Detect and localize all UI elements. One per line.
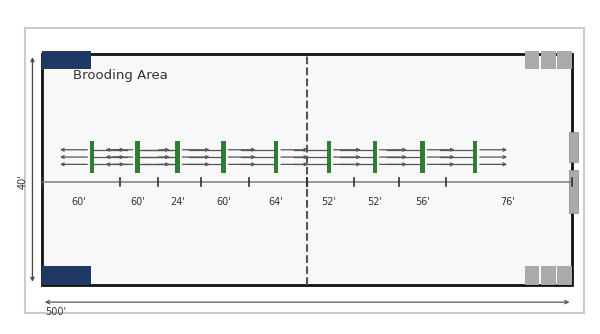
Bar bbox=[569, 132, 578, 162]
Bar bbox=[473, 141, 477, 173]
Text: 52': 52' bbox=[367, 197, 382, 207]
Bar bbox=[421, 141, 425, 173]
Bar bbox=[541, 267, 556, 285]
Bar bbox=[373, 141, 377, 173]
Bar bbox=[557, 51, 572, 69]
Bar bbox=[326, 141, 331, 173]
Bar bbox=[175, 141, 179, 173]
Bar bbox=[42, 51, 91, 69]
Bar bbox=[524, 51, 539, 69]
Text: 40': 40' bbox=[18, 175, 28, 189]
Bar bbox=[136, 141, 140, 173]
Text: 56': 56' bbox=[415, 197, 430, 207]
Bar bbox=[221, 141, 226, 173]
Text: 24': 24' bbox=[170, 197, 185, 207]
Bar bbox=[25, 28, 584, 313]
Bar bbox=[524, 267, 539, 285]
Bar bbox=[541, 51, 556, 69]
Text: 60': 60' bbox=[130, 197, 145, 207]
Bar bbox=[274, 141, 278, 173]
Text: 76': 76' bbox=[500, 197, 515, 207]
Text: Brooding Area: Brooding Area bbox=[73, 69, 168, 82]
Bar bbox=[557, 267, 572, 285]
Text: 64': 64' bbox=[269, 197, 283, 207]
Text: 500': 500' bbox=[45, 307, 66, 317]
Text: 60': 60' bbox=[216, 197, 231, 207]
Bar bbox=[42, 54, 572, 285]
Bar bbox=[90, 141, 94, 173]
Text: 52': 52' bbox=[321, 197, 336, 207]
Bar bbox=[42, 267, 91, 285]
Text: 60': 60' bbox=[71, 197, 86, 207]
Bar bbox=[569, 170, 578, 213]
